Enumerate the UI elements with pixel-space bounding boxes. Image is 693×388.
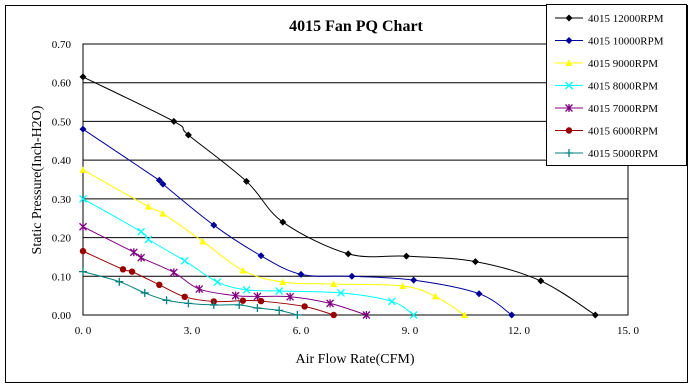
legend-label: 4015 7000RPM bbox=[588, 103, 658, 115]
chart-title: 4015 Fan PQ Chart bbox=[289, 18, 423, 35]
legend-label: 4015 10000RPM bbox=[588, 36, 664, 48]
legend-label: 4015 6000RPM bbox=[588, 126, 658, 138]
data-point bbox=[258, 298, 264, 304]
data-point bbox=[331, 312, 337, 318]
legend-swatch-marker bbox=[566, 127, 572, 133]
x-axis-title: Air Flow Rate(CFM) bbox=[296, 352, 415, 367]
y-tick-label: 0.50 bbox=[52, 116, 72, 128]
legend-label: 4015 8000RPM bbox=[588, 81, 658, 93]
data-point bbox=[129, 268, 135, 274]
y-tick-label: 0.70 bbox=[52, 39, 72, 51]
x-tick-label: 0. 0 bbox=[75, 325, 92, 337]
legend-label: 4015 9000RPM bbox=[588, 58, 658, 70]
data-point bbox=[120, 266, 126, 272]
y-tick-label: 0.00 bbox=[52, 310, 72, 322]
y-tick-label: 0.40 bbox=[52, 155, 72, 167]
x-tick-label: 15. 0 bbox=[617, 325, 640, 337]
x-tick-label: 12. 0 bbox=[508, 325, 531, 337]
y-tick-label: 0.30 bbox=[52, 194, 72, 206]
x-tick-label: 9. 0 bbox=[402, 325, 419, 337]
legend-label: 4015 12000RPM bbox=[588, 13, 664, 25]
data-point bbox=[80, 248, 86, 254]
data-point bbox=[182, 294, 188, 300]
y-axis-title: Static Pressure(Inch-H2O) bbox=[30, 105, 45, 254]
y-tick-label: 0.20 bbox=[52, 233, 72, 245]
y-tick-label: 0.60 bbox=[52, 78, 72, 90]
x-tick-label: 3. 0 bbox=[184, 325, 201, 337]
data-point bbox=[301, 303, 307, 309]
x-tick-label: 6. 0 bbox=[293, 325, 310, 337]
legend-label: 4015 5000RPM bbox=[588, 148, 658, 160]
y-tick-label: 0.10 bbox=[52, 271, 72, 283]
data-point bbox=[240, 297, 246, 303]
data-point bbox=[156, 282, 162, 288]
legend: 4015 12000RPM 4015 10000RPM 4015 9000RPM 40… bbox=[547, 5, 687, 166]
